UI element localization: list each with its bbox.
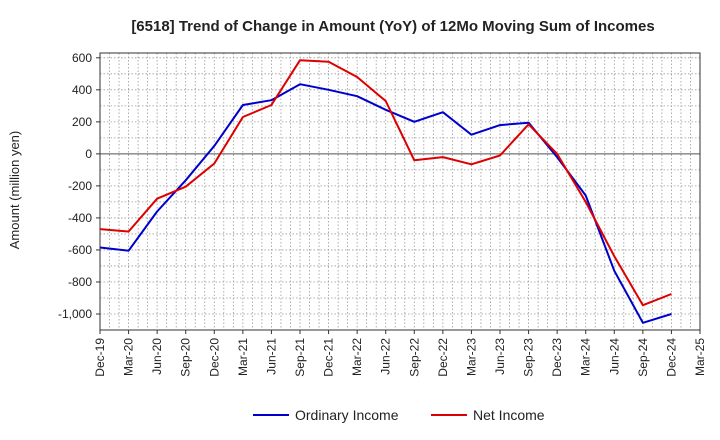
y-tick-label: -1,000 bbox=[58, 307, 92, 321]
x-tick-label: Sep-22 bbox=[407, 338, 421, 377]
y-axis-label: Amount (million yen) bbox=[7, 131, 22, 250]
x-tick-label: Jun-20 bbox=[150, 338, 164, 375]
y-tick-label: -400 bbox=[68, 211, 92, 225]
x-tick-label: Sep-20 bbox=[179, 338, 193, 377]
x-tick-label: Mar-23 bbox=[464, 338, 478, 376]
y-tick-label: 200 bbox=[72, 115, 92, 129]
x-tick-label: Jun-21 bbox=[264, 338, 278, 375]
legend-label: Net Income bbox=[473, 407, 545, 423]
x-tick-label: Jun-24 bbox=[607, 338, 621, 375]
x-tick-label: Dec-24 bbox=[664, 338, 678, 377]
y-tick-label: 0 bbox=[85, 147, 92, 161]
legend-label: Ordinary Income bbox=[295, 407, 399, 423]
x-tick-label: Dec-22 bbox=[436, 338, 450, 377]
plot-background bbox=[100, 53, 700, 330]
x-tick-label: Dec-23 bbox=[550, 338, 564, 377]
x-tick-label: Mar-21 bbox=[236, 338, 250, 376]
x-tick-label: Mar-25 bbox=[693, 338, 707, 376]
plot-frame bbox=[99, 52, 701, 331]
series-line-ordinary-income bbox=[99, 83, 672, 324]
chart-title: [6518] Trend of Change in Amount (YoY) o… bbox=[131, 18, 654, 35]
x-tick-label: Sep-21 bbox=[293, 338, 307, 377]
x-tick-label: Mar-24 bbox=[579, 338, 593, 376]
x-tick-label: Mar-22 bbox=[350, 338, 364, 376]
series-line-net-income bbox=[99, 59, 672, 307]
x-tick-label: Dec-19 bbox=[93, 338, 107, 377]
legend: Ordinary Income Net Income bbox=[253, 407, 545, 423]
x-tick-label: Jun-22 bbox=[379, 338, 393, 375]
x-tick-label: Sep-24 bbox=[636, 338, 650, 377]
y-tick-label: -200 bbox=[68, 179, 92, 193]
x-tick-label: Jun-23 bbox=[493, 338, 507, 375]
y-tick-label: 600 bbox=[72, 51, 92, 65]
y-tick-label: 400 bbox=[72, 83, 92, 97]
y-tick-label: -800 bbox=[68, 275, 92, 289]
x-tick-label: Sep-23 bbox=[522, 338, 536, 377]
plot-area: 600 400 200 0 -200 -400 -600 -800 -1,000 Dec-19 Ma… bbox=[58, 51, 707, 377]
y-tick-label: -600 bbox=[68, 243, 92, 257]
x-tick-label: Mar-20 bbox=[122, 338, 136, 376]
x-tick-label: Dec-21 bbox=[322, 338, 336, 377]
x-tick-label: Dec-20 bbox=[207, 338, 221, 377]
